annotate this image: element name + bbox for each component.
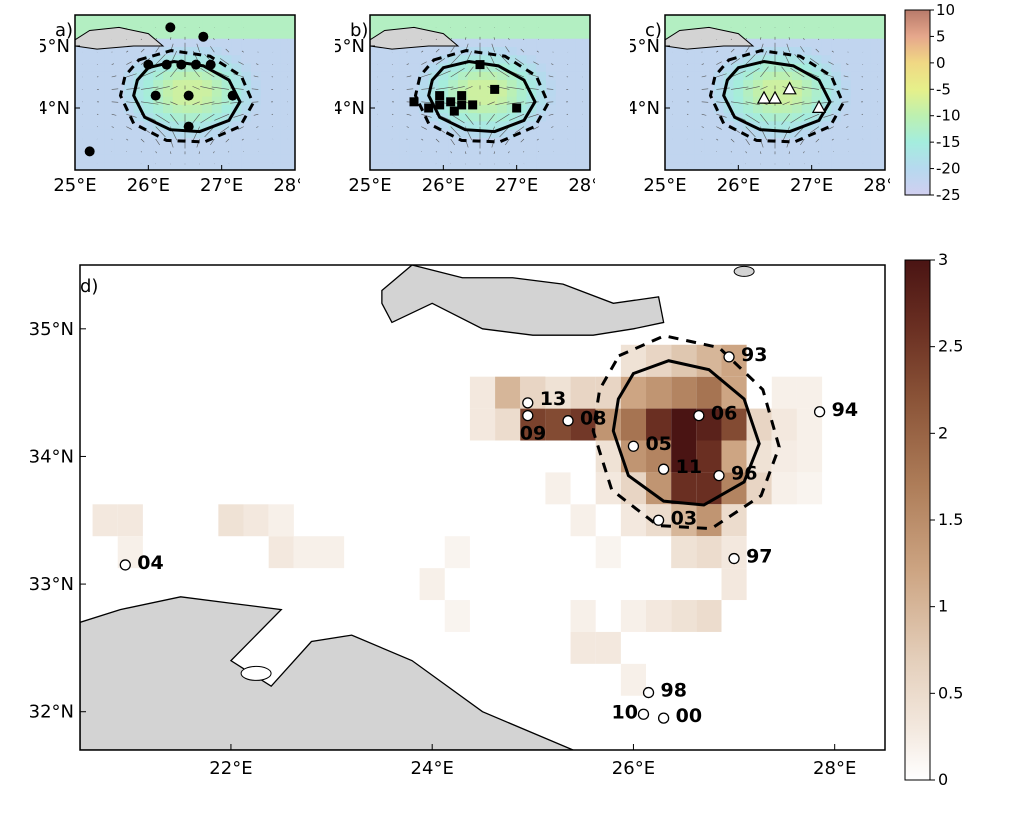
svg-text:28°E: 28°E [273, 175, 300, 195]
colorbar-bottom-svg: 32.521.510.50 [905, 260, 930, 780]
panel-d: 93 94 05 06 08 09 11 13 96 97 03 04 98 00 10 22°E 24°E 26… [60, 260, 890, 780]
svg-text:32°N: 32°N [29, 702, 74, 723]
panel-b-letter: b) [350, 20, 368, 41]
svg-text:26°E: 26°E [717, 175, 760, 195]
svg-text:0: 0 [936, 54, 946, 72]
svg-text:09: 09 [520, 423, 546, 445]
panel-a-letter: a) [55, 20, 73, 41]
svg-text:33°N: 33°N [29, 574, 74, 595]
svg-text:04: 04 [137, 552, 163, 574]
svg-text:06: 06 [711, 403, 737, 425]
svg-text:28°E: 28°E [863, 175, 890, 195]
svg-text:97: 97 [746, 546, 772, 568]
svg-text:25°E: 25°E [348, 175, 391, 195]
panel-d-svg: 93 94 05 06 08 09 11 13 96 97 03 04 98 00 10 22°E 24°E 26… [60, 260, 890, 780]
svg-text:27°E: 27°E [790, 175, 833, 195]
panel-a-svg: 25°E26°E27°E28°E35°N34°N [40, 10, 300, 195]
svg-text:03: 03 [671, 507, 697, 529]
svg-text:35°N: 35°N [29, 319, 74, 340]
svg-text:0.5: 0.5 [938, 683, 963, 702]
colorbar-top-svg: 1050-5-10-15-20-25 [905, 10, 930, 195]
svg-text:26°E: 26°E [127, 175, 170, 195]
svg-text:98: 98 [661, 680, 687, 702]
panel-b-svg: 25°E26°E27°E28°E35°N34°N [335, 10, 595, 195]
svg-text:34°N: 34°N [40, 98, 70, 119]
panel-b: 25°E26°E27°E28°E35°N34°N [335, 10, 595, 195]
colorbar-bottom: 32.521.510.50 [905, 260, 930, 780]
svg-text:26°E: 26°E [422, 175, 465, 195]
svg-text:3: 3 [938, 250, 948, 269]
panel-d-letter: d) [80, 276, 98, 297]
svg-text:96: 96 [731, 463, 757, 485]
svg-text:-20: -20 [936, 160, 961, 178]
svg-text:26°E: 26°E [612, 758, 655, 779]
svg-text:28°E: 28°E [568, 175, 595, 195]
colorbar-top: 1050-5-10-15-20-25 [905, 10, 930, 195]
svg-text:22°E: 22°E [209, 758, 252, 779]
svg-text:-15: -15 [936, 133, 961, 151]
svg-text:2: 2 [938, 423, 948, 442]
svg-text:27°E: 27°E [200, 175, 243, 195]
svg-text:05: 05 [645, 433, 671, 455]
svg-text:-10: -10 [936, 107, 961, 125]
svg-text:5: 5 [936, 27, 946, 45]
svg-text:27°E: 27°E [495, 175, 538, 195]
svg-text:0: 0 [938, 770, 948, 789]
svg-text:93: 93 [741, 344, 767, 366]
svg-text:94: 94 [832, 399, 858, 421]
svg-text:34°N: 34°N [630, 98, 660, 119]
panel-c: 25°E26°E27°E28°E35°N34°N [630, 10, 890, 195]
svg-text:1.5: 1.5 [938, 510, 963, 529]
svg-text:34°N: 34°N [335, 98, 365, 119]
svg-text:2.5: 2.5 [938, 337, 963, 356]
svg-text:10: 10 [612, 701, 638, 723]
svg-text:34°N: 34°N [29, 446, 74, 467]
svg-text:-25: -25 [936, 186, 961, 204]
svg-text:00: 00 [676, 705, 702, 727]
svg-text:11: 11 [676, 456, 702, 478]
svg-text:08: 08 [580, 408, 606, 430]
panel-c-svg: 25°E26°E27°E28°E35°N34°N [630, 10, 890, 195]
svg-text:28°E: 28°E [813, 758, 856, 779]
panel-c-letter: c) [645, 20, 662, 41]
svg-text:1: 1 [938, 597, 948, 616]
svg-text:10: 10 [936, 1, 955, 19]
panel-a: 25°E26°E27°E28°E35°N34°N [40, 10, 300, 195]
svg-text:25°E: 25°E [53, 175, 96, 195]
svg-text:25°E: 25°E [643, 175, 686, 195]
svg-text:-5: -5 [936, 80, 951, 98]
svg-text:13: 13 [540, 388, 566, 410]
svg-text:24°E: 24°E [411, 758, 454, 779]
